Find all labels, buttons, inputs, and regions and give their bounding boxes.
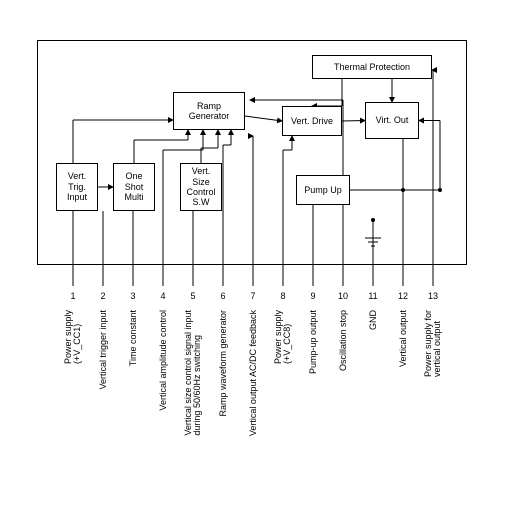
block-pumpup: Pump Up [296, 175, 350, 205]
pin-number-8: 8 [280, 291, 285, 301]
block-trig: Vert.Trig.Input [56, 163, 98, 211]
pin-label-13: Power supply forvertical output [424, 310, 442, 377]
block-thermal: Thermal Protection [312, 55, 432, 79]
pin-number-5: 5 [190, 291, 195, 301]
pin-label-4: Vertical amplitude control [158, 310, 168, 411]
pin-label-2: Vertical trigger input [98, 310, 108, 390]
pin-number-9: 9 [310, 291, 315, 301]
block-vertdrive: Vert. Drive [282, 106, 342, 136]
block-rampgen: RampGenerator [173, 92, 245, 130]
pin-number-10: 10 [338, 291, 348, 301]
block-virtout: Virt. Out [365, 102, 419, 139]
pin-number-12: 12 [398, 291, 408, 301]
pin-label-8: Power supply(+V_CC8) [274, 310, 292, 364]
pin-number-2: 2 [100, 291, 105, 301]
pin-number-3: 3 [130, 291, 135, 301]
pin-label-12: Vertical output [398, 310, 408, 367]
pin-number-6: 6 [220, 291, 225, 301]
block-sizesw: Vert.SizeControlS.W [180, 163, 222, 211]
pin-label-3: Time constant [128, 310, 138, 366]
pin-number-13: 13 [428, 291, 438, 301]
pin-label-10: Oscillation stop [338, 310, 348, 371]
pin-label-1: Power supply(+V_CC1) [64, 310, 82, 364]
pin-number-1: 1 [70, 291, 75, 301]
diagram-canvas: Thermal Protection RampGenerator Vert. Dri… [0, 0, 510, 506]
pin-label-7: Vertical output AC/DC feedback [248, 310, 258, 436]
pin-number-4: 4 [160, 291, 165, 301]
pin-label-5: Vertical size control signal inputduring… [184, 310, 202, 436]
pin-label-11: GND [368, 310, 378, 330]
pin-number-11: 11 [368, 291, 377, 301]
pin-label-9: Pump-up output [308, 310, 318, 374]
pin-label-6: Ramp waveform generator [218, 310, 228, 417]
pin-number-7: 7 [250, 291, 255, 301]
block-oneshot: OneShotMulti [113, 163, 155, 211]
